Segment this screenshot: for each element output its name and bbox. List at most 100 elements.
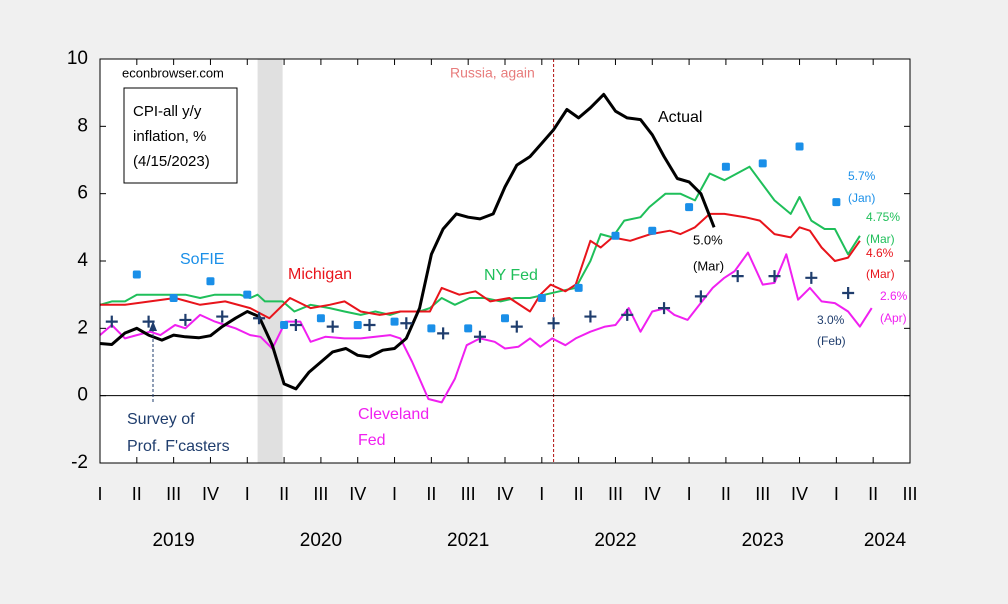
x-tick-label: I [245, 484, 250, 504]
series-line [99, 251, 873, 404]
annotation: 4.75% [866, 210, 900, 224]
x-tick-label: II [279, 484, 289, 504]
spf-marker [621, 308, 634, 321]
spf-marker [805, 271, 818, 284]
x-tick-label: III [608, 484, 623, 504]
spf-marker [658, 302, 671, 315]
annotation: (Feb) [817, 334, 846, 348]
x-tick-label: II [721, 484, 731, 504]
x-tick-label: III [755, 484, 770, 504]
spf-marker [510, 320, 523, 333]
sofie-marker [721, 162, 730, 171]
x-tick-label: I [539, 484, 544, 504]
year-label: 2022 [594, 530, 636, 551]
sofie-marker [758, 159, 767, 168]
x-tick-label: I [687, 484, 692, 504]
annotation: econbrowser.com [122, 65, 224, 80]
annotation: Fed [358, 432, 386, 449]
series-line [99, 92, 716, 391]
x-tick-label: III [313, 484, 328, 504]
y-tick-label: 0 [77, 385, 88, 406]
y-tick-label: 8 [77, 115, 88, 136]
annotation: 3.0% [817, 313, 845, 327]
annotation: Actual [658, 109, 702, 126]
annotation: (Mar) [866, 267, 895, 281]
x-tick-label: IV [202, 484, 219, 504]
sofie-marker [280, 320, 289, 329]
year-label: 2021 [447, 530, 489, 551]
sofie-marker [501, 314, 509, 323]
spf-marker [547, 317, 560, 330]
spf-marker [768, 270, 781, 283]
annotation: Russia, again [450, 65, 535, 81]
sofie-marker [685, 203, 694, 212]
sofie-marker [390, 317, 399, 326]
note-box [123, 87, 238, 184]
sofie-marker [574, 283, 583, 292]
y-tick-label: 6 [77, 183, 88, 204]
spf-marker [400, 317, 413, 330]
sofie-marker [427, 324, 436, 333]
spf-marker [216, 310, 229, 323]
annotation: NY Fed [484, 267, 538, 284]
annotation: (4/15/2023) [133, 153, 210, 170]
sofie-marker [353, 320, 362, 329]
spf-arrowhead [149, 321, 157, 331]
x-tick-label: II [132, 484, 142, 504]
x-tick-label: III [166, 484, 181, 504]
year-label: 2023 [742, 530, 784, 551]
plot-frame [99, 58, 911, 464]
annotation: CPI-all y/y [133, 103, 202, 120]
x-tick-label: I [97, 484, 102, 504]
spf-marker [437, 327, 450, 340]
y-tick-label: 4 [77, 250, 88, 271]
annotation: (Mar) [866, 232, 895, 246]
x-tick-label: IV [644, 484, 661, 504]
y-tick-label: -2 [71, 452, 88, 473]
x-tick-label: IV [496, 484, 513, 504]
annotation: SoFIE [180, 251, 224, 268]
annotation: inflation, % [133, 128, 206, 145]
sofie-marker [537, 294, 546, 303]
sofie-marker [206, 277, 215, 286]
recession-shade [257, 59, 283, 463]
annotation: Prof. F'casters [127, 438, 230, 455]
year-label: 2019 [152, 530, 194, 551]
year-label: 2024 [864, 530, 907, 551]
sofie-marker [316, 314, 325, 323]
annotation: (Jan) [848, 191, 875, 205]
annotation: 5.0% [693, 232, 723, 247]
spf-marker [363, 318, 376, 331]
spf-marker [473, 330, 486, 343]
annotation: Survey of [127, 411, 195, 428]
annotation: 4.6% [866, 246, 894, 260]
spf-marker [253, 312, 266, 325]
x-tick-label: II [426, 484, 436, 504]
x-tick-label: II [868, 484, 878, 504]
x-tick-label: II [574, 484, 584, 504]
y-tick-label: 2 [77, 317, 88, 338]
spf-marker [326, 320, 339, 333]
spf-marker [842, 286, 855, 299]
sofie-marker [648, 226, 657, 235]
x-tick-label: I [834, 484, 839, 504]
x-tick-label: III [461, 484, 476, 504]
spf-marker [289, 318, 302, 331]
spf-marker [731, 270, 744, 283]
sofie-marker [464, 324, 473, 333]
spf-marker [105, 315, 118, 328]
y-tick-label: 10 [67, 48, 88, 69]
annotation: 2.6% [880, 289, 908, 303]
sofie-marker [832, 198, 841, 207]
sofie-marker [611, 231, 620, 240]
annotation: (Apr) [880, 311, 907, 325]
series-line [100, 212, 861, 320]
annotation: Cleveland [358, 406, 429, 423]
annotation: Michigan [288, 266, 352, 283]
year-label: 2020 [300, 530, 342, 551]
x-tick-label: I [392, 484, 397, 504]
x-tick-label: III [902, 484, 917, 504]
spf-marker [584, 310, 597, 323]
